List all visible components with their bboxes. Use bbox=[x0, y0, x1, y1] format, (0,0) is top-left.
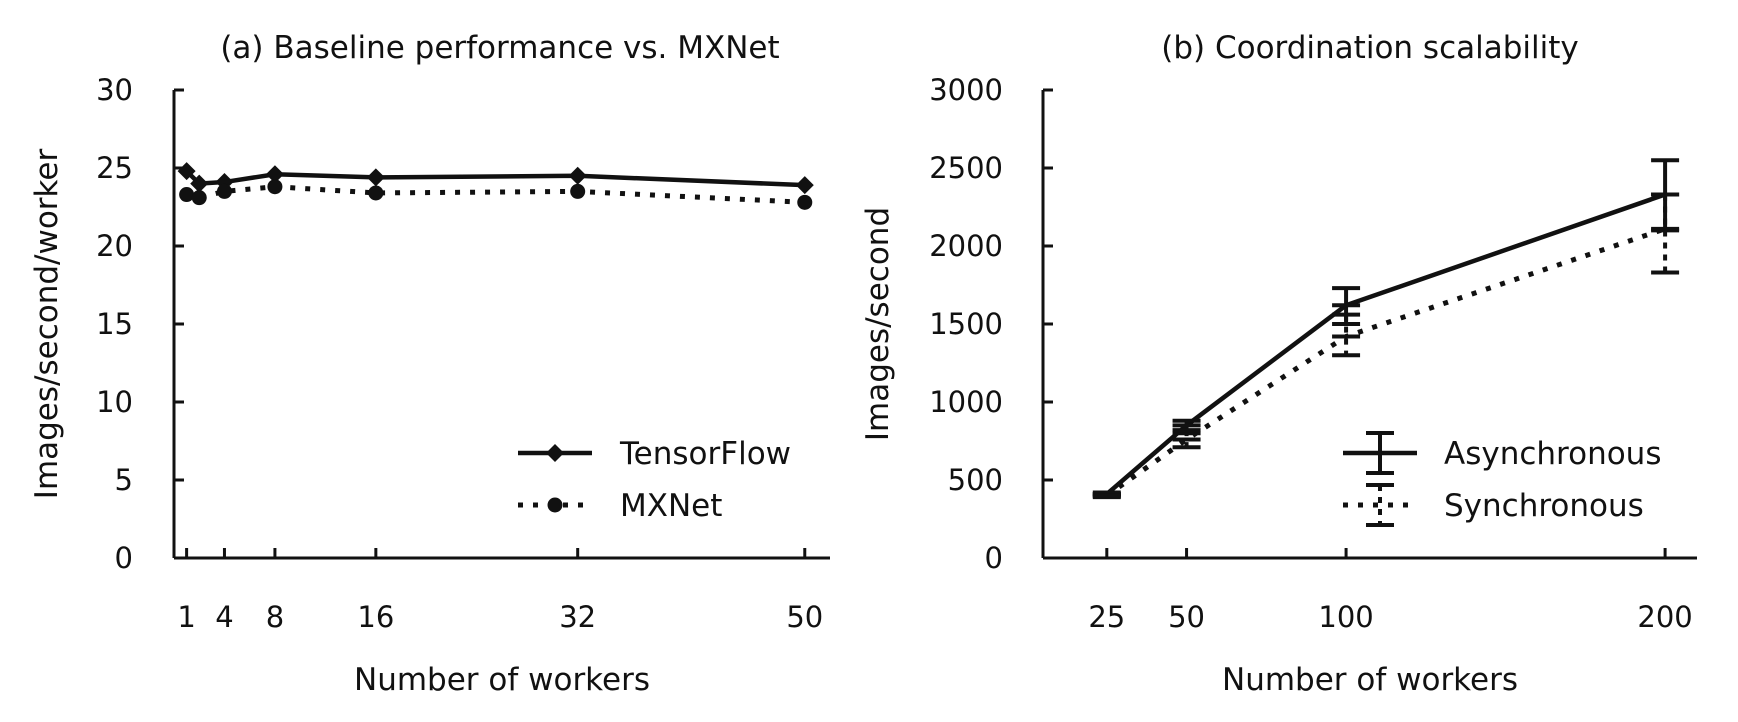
x-tick-label: 50 bbox=[786, 600, 823, 634]
y-tick-label: 1500 bbox=[929, 307, 1003, 341]
x-tick-label: 1 bbox=[177, 600, 195, 634]
x-tick-label: 25 bbox=[1088, 600, 1125, 634]
tensorflow-point bbox=[568, 166, 587, 185]
mxnet-point bbox=[191, 190, 207, 206]
legend-mxnet-marker bbox=[547, 497, 563, 513]
tensorflow-point bbox=[366, 168, 385, 187]
mxnet-point bbox=[216, 183, 232, 199]
asynchronous-series-line bbox=[1105, 192, 1666, 496]
x-tick-label: 8 bbox=[266, 600, 284, 634]
tensorflow-point bbox=[177, 162, 196, 181]
y-tick-label: 2000 bbox=[929, 229, 1003, 263]
chart-title: (b) Coordination scalability bbox=[1161, 30, 1579, 66]
chart-panel-a: (a) Baseline performance vs. MXNet Number… bbox=[29, 30, 830, 698]
mxnet-point bbox=[267, 179, 283, 195]
y-axis-label: Images/second/worker bbox=[29, 149, 65, 500]
y-tick-label: 0 bbox=[985, 541, 1003, 575]
mxnet-point bbox=[570, 183, 586, 199]
y-tick-label: 5 bbox=[115, 463, 133, 497]
y-tick-label: 3000 bbox=[929, 73, 1003, 107]
x-tick-label: 50 bbox=[1168, 600, 1205, 634]
synchronous-series-line bbox=[1105, 226, 1666, 498]
legend-tensorflow-label: TensorFlow bbox=[619, 436, 791, 472]
legend-mxnet-label: MXNet bbox=[620, 488, 722, 524]
legend-tensorflow-marker bbox=[546, 444, 564, 462]
mxnet-point bbox=[179, 187, 195, 203]
x-tick-label: 100 bbox=[1318, 600, 1373, 634]
x-tick-label: 16 bbox=[357, 600, 394, 634]
chart-title: (a) Baseline performance vs. MXNet bbox=[220, 30, 779, 66]
x-tick-label: 4 bbox=[215, 600, 233, 634]
y-tick-label: 2500 bbox=[929, 151, 1003, 185]
tensorflow-point bbox=[190, 174, 209, 193]
y-tick-label: 0 bbox=[115, 541, 133, 575]
y-axis-label: Images/second bbox=[860, 207, 896, 441]
x-axis-label: Number of workers bbox=[1222, 662, 1518, 698]
y-tick-label: 15 bbox=[96, 307, 133, 341]
x-tick-label: 32 bbox=[559, 600, 596, 634]
y-tick-label: 30 bbox=[96, 73, 133, 107]
legend-synchronous-label: Synchronous bbox=[1444, 488, 1644, 524]
chart-panel-b: (b) Coordination scalability Number of wo… bbox=[860, 30, 1697, 698]
x-tick-label: 200 bbox=[1637, 600, 1692, 634]
x-axis-label: Number of workers bbox=[354, 662, 650, 698]
y-tick-label: 1000 bbox=[929, 385, 1003, 419]
mxnet-point bbox=[797, 194, 813, 210]
tensorflow-point bbox=[265, 165, 284, 184]
mxnet-point bbox=[368, 185, 384, 201]
y-tick-label: 10 bbox=[96, 385, 133, 419]
legend-asynchronous-label: Asynchronous bbox=[1444, 436, 1661, 472]
tensorflow-point bbox=[795, 176, 814, 195]
y-tick-label: 20 bbox=[96, 229, 133, 263]
y-tick-label: 25 bbox=[96, 151, 133, 185]
y-tick-label: 500 bbox=[948, 463, 1003, 497]
